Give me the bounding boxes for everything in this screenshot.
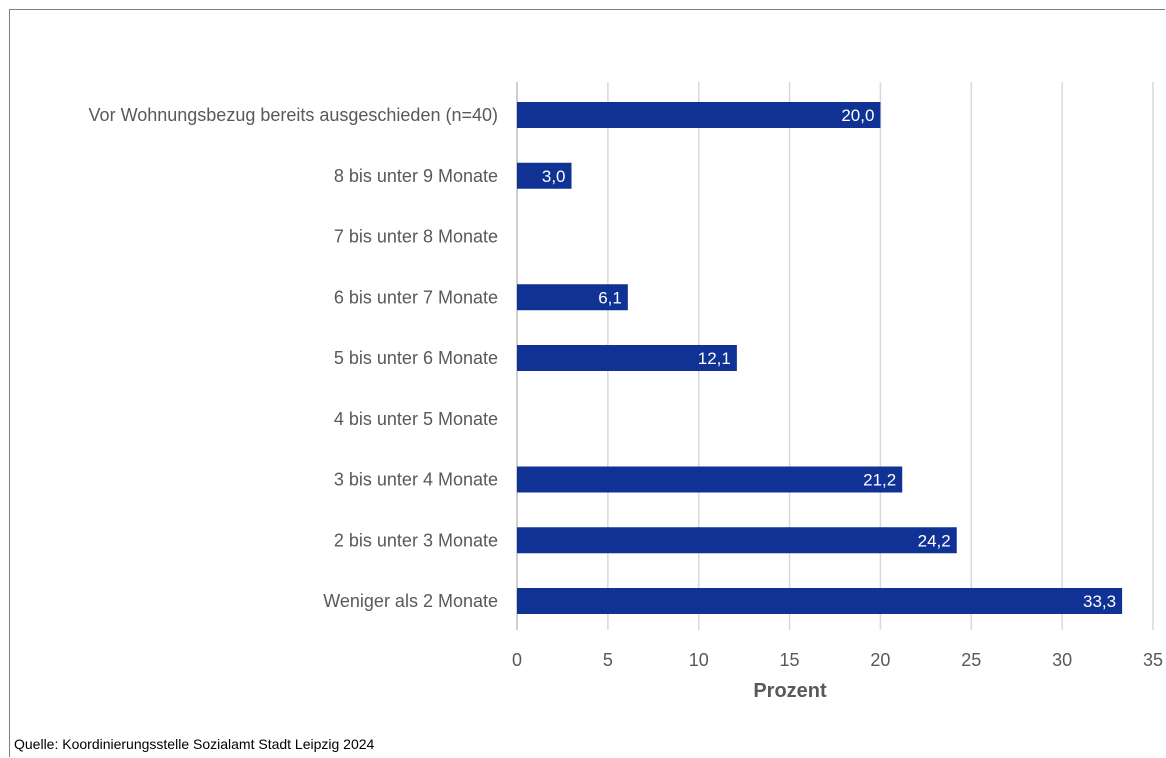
bars: 20,0 3,0 6,1 12,1 21,2 24,2 33,3 [517,102,1123,614]
chart-frame [9,9,1165,757]
x-tick-label-35: 35 [1143,650,1163,670]
x-tick-labels: 0 5 10 15 20 25 30 35 [512,650,1163,670]
category-label-4: 5 bis unter 6 Monate [334,348,498,368]
bar-0 [517,102,881,128]
bar-3 [517,284,628,311]
category-label-8: Weniger als 2 Monate [323,591,498,611]
bar-1 [517,162,572,189]
x-tick-label-30: 30 [1052,650,1072,670]
bar-4 [517,345,737,371]
data-label-4: 12,1 [698,349,731,368]
x-tick-label-5: 5 [603,650,613,670]
category-label-1: 8 bis unter 9 Monate [334,166,498,186]
data-label-0: 20,0 [841,106,874,125]
bar-6 [517,466,903,493]
data-label-6: 21,2 [863,471,896,490]
x-tick-label-0: 0 [512,650,522,670]
x-axis-title: Prozent [753,680,827,702]
x-tick-label-25: 25 [961,650,981,670]
data-label-1: 3,0 [542,167,566,186]
category-labels: Vor Wohnungsbezug bereits ausgeschieden … [89,105,498,611]
category-label-6: 3 bis unter 4 Monate [334,470,498,490]
category-label-5: 4 bis unter 5 Monate [334,409,498,429]
category-label-0: Vor Wohnungsbezug bereits ausgeschieden … [89,105,498,125]
x-tick-label-15: 15 [780,650,800,670]
data-label-8: 33,3 [1083,592,1116,611]
category-label-7: 2 bis unter 3 Monate [334,530,498,550]
x-tick-label-20: 20 [870,650,890,670]
data-label-3: 6,1 [598,288,622,307]
data-label-7: 24,2 [918,531,951,550]
bar-8 [517,588,1123,614]
category-label-3: 6 bis unter 7 Monate [334,287,498,307]
x-tick-label-10: 10 [689,650,709,670]
source-note: Quelle: Koordinierungsstelle Sozialamt S… [14,736,375,752]
bar-7 [517,527,957,554]
category-label-2: 7 bis unter 8 Monate [334,227,498,247]
